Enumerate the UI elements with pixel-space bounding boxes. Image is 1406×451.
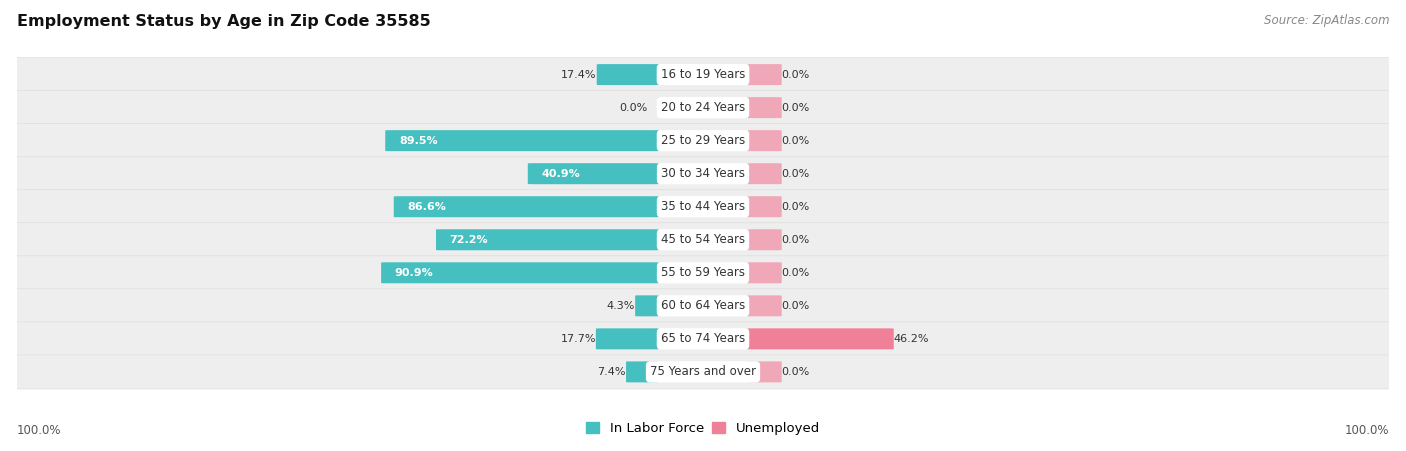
FancyBboxPatch shape (381, 262, 659, 283)
FancyBboxPatch shape (7, 355, 1399, 389)
FancyBboxPatch shape (436, 229, 659, 250)
Text: 60 to 64 Years: 60 to 64 Years (661, 299, 745, 313)
Text: 17.4%: 17.4% (561, 69, 596, 79)
FancyBboxPatch shape (747, 97, 782, 118)
FancyBboxPatch shape (7, 256, 1399, 290)
FancyBboxPatch shape (7, 223, 1399, 257)
Text: 0.0%: 0.0% (782, 301, 810, 311)
Text: 40.9%: 40.9% (541, 169, 581, 179)
Text: 46.2%: 46.2% (894, 334, 929, 344)
Text: 0.0%: 0.0% (782, 202, 810, 212)
Text: 55 to 59 Years: 55 to 59 Years (661, 266, 745, 279)
FancyBboxPatch shape (747, 328, 894, 350)
FancyBboxPatch shape (527, 163, 659, 184)
FancyBboxPatch shape (7, 156, 1399, 191)
FancyBboxPatch shape (747, 196, 782, 217)
Text: 0.0%: 0.0% (620, 103, 648, 113)
FancyBboxPatch shape (7, 91, 1399, 124)
Text: 89.5%: 89.5% (399, 136, 437, 146)
Text: 100.0%: 100.0% (17, 424, 62, 437)
FancyBboxPatch shape (626, 361, 659, 382)
Text: 0.0%: 0.0% (782, 169, 810, 179)
Text: 16 to 19 Years: 16 to 19 Years (661, 68, 745, 81)
FancyBboxPatch shape (394, 196, 659, 217)
FancyBboxPatch shape (596, 328, 659, 350)
Text: 17.7%: 17.7% (561, 334, 596, 344)
FancyBboxPatch shape (385, 130, 659, 151)
FancyBboxPatch shape (596, 64, 659, 85)
FancyBboxPatch shape (747, 295, 782, 316)
FancyBboxPatch shape (7, 289, 1399, 323)
FancyBboxPatch shape (7, 58, 1399, 92)
Text: 4.3%: 4.3% (607, 301, 636, 311)
Text: 0.0%: 0.0% (782, 367, 810, 377)
Text: 75 Years and over: 75 Years and over (650, 365, 756, 378)
Text: 25 to 29 Years: 25 to 29 Years (661, 134, 745, 147)
Text: Source: ZipAtlas.com: Source: ZipAtlas.com (1264, 14, 1389, 27)
Text: 100.0%: 100.0% (1344, 424, 1389, 437)
FancyBboxPatch shape (636, 295, 659, 316)
Text: 72.2%: 72.2% (450, 235, 488, 245)
FancyBboxPatch shape (747, 163, 782, 184)
Text: Employment Status by Age in Zip Code 35585: Employment Status by Age in Zip Code 355… (17, 14, 430, 28)
FancyBboxPatch shape (747, 64, 782, 85)
FancyBboxPatch shape (747, 229, 782, 250)
Text: 0.0%: 0.0% (782, 268, 810, 278)
Text: 45 to 54 Years: 45 to 54 Years (661, 233, 745, 246)
Text: 7.4%: 7.4% (598, 367, 626, 377)
FancyBboxPatch shape (747, 262, 782, 283)
Text: 30 to 34 Years: 30 to 34 Years (661, 167, 745, 180)
Text: 35 to 44 Years: 35 to 44 Years (661, 200, 745, 213)
FancyBboxPatch shape (7, 322, 1399, 356)
Text: 0.0%: 0.0% (782, 103, 810, 113)
FancyBboxPatch shape (7, 124, 1399, 158)
FancyBboxPatch shape (747, 361, 782, 382)
Text: 0.0%: 0.0% (782, 235, 810, 245)
Text: 65 to 74 Years: 65 to 74 Years (661, 332, 745, 345)
Text: 86.6%: 86.6% (408, 202, 446, 212)
Text: 90.9%: 90.9% (395, 268, 433, 278)
Text: 20 to 24 Years: 20 to 24 Years (661, 101, 745, 114)
FancyBboxPatch shape (7, 190, 1399, 224)
FancyBboxPatch shape (747, 130, 782, 151)
Text: 0.0%: 0.0% (782, 136, 810, 146)
Legend: In Labor Force, Unemployed: In Labor Force, Unemployed (581, 416, 825, 440)
Text: 0.0%: 0.0% (782, 69, 810, 79)
